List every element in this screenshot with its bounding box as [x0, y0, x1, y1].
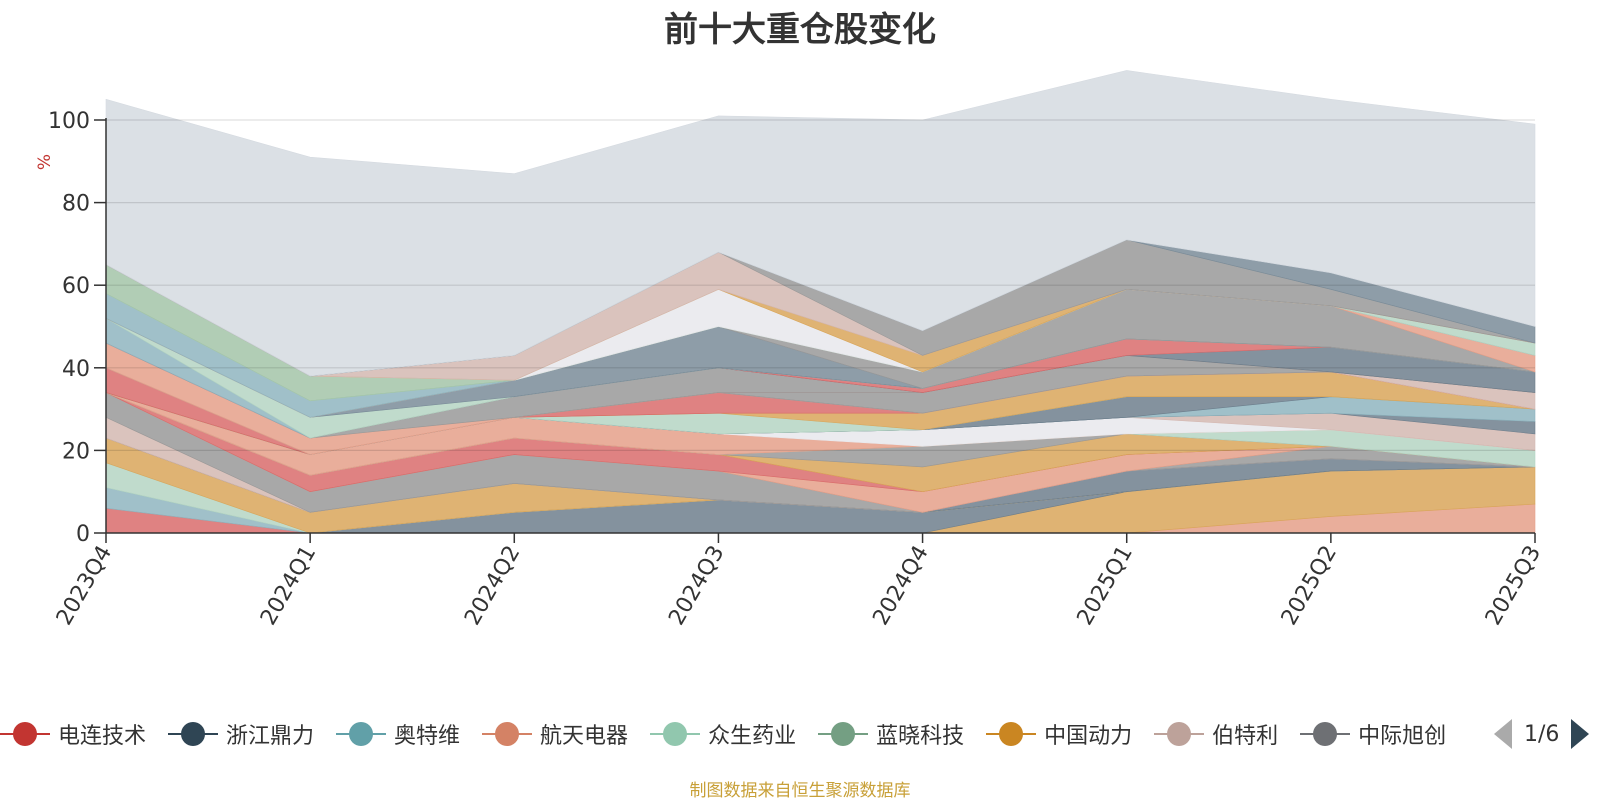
- y-tick-label-5: 100: [48, 109, 90, 134]
- y-axis-label: %: [35, 154, 55, 170]
- legend-item-label: 蓝晓科技: [876, 724, 965, 749]
- x-tick-label-1: 2024Q1: [256, 542, 321, 630]
- y-tick-label-3: 60: [62, 274, 90, 299]
- legend-next-page-icon[interactable]: [1571, 719, 1590, 749]
- legend-marker-icon: [0, 721, 50, 747]
- y-tick-label-4: 80: [62, 192, 90, 217]
- x-tick-label-2: 2024Q2: [460, 542, 525, 630]
- legend-marker-icon: [336, 721, 387, 747]
- legend-item-label: 航天电器: [540, 724, 629, 749]
- legend-marker-icon: [818, 721, 869, 747]
- x-tick-label-5: 2025Q1: [1073, 542, 1138, 630]
- x-tick-label-3: 2024Q3: [664, 542, 729, 630]
- x-tick-label-0: 2023Q4: [52, 542, 117, 630]
- area-series-group: [105, 70, 1536, 534]
- legend-item-label: 浙江鼎力: [226, 724, 315, 749]
- legend-page-indicator: 1/6: [1524, 721, 1560, 747]
- legend-item-label: 电连技术: [58, 724, 147, 749]
- legend-item-label: 中际旭创: [1358, 724, 1447, 749]
- y-tick-label-0: 0: [76, 522, 90, 547]
- legend-pager: 1/6: [1494, 714, 1590, 754]
- legend-item[interactable]: 伯特利: [1154, 712, 1278, 756]
- legend-marker-icon: [482, 721, 533, 747]
- legend-item-label: 中国动力: [1044, 724, 1133, 749]
- legend-marker-icon: [986, 721, 1037, 747]
- legend-item[interactable]: 蓝晓科技: [818, 712, 964, 756]
- data-source-note: 制图数据来自恒生聚源数据库: [689, 781, 911, 801]
- legend-item[interactable]: 奥特维: [336, 712, 460, 756]
- legend-item[interactable]: 中国动力: [986, 712, 1132, 756]
- legend-marker-icon: [650, 721, 701, 747]
- x-tick-label-7: 2025Q3: [1481, 542, 1546, 630]
- y-tick-label-2: 40: [62, 357, 90, 382]
- legend-item-label: 伯特利: [1212, 724, 1279, 749]
- legend-marker-icon: [1154, 721, 1205, 747]
- x-tick-label-6: 2025Q2: [1277, 542, 1342, 630]
- chart-title: 前十大重仓股变化: [664, 10, 936, 50]
- y-tick-label-1: 20: [62, 439, 90, 464]
- legend-prev-page-icon[interactable]: [1494, 719, 1512, 749]
- area-series-43: [105, 70, 1536, 377]
- area-chart: 0 20 40 60 80 100% 2023Q4 2024Q1 2024Q2 2024Q3 202…: [35, 70, 1546, 630]
- legend: 电连技术 浙江鼎力 奥特维 航天电器 众生药业 蓝晓科技 中国动力 伯特利 中际旭创: [0, 712, 1482, 756]
- legend-item-label: 奥特维: [394, 724, 461, 749]
- legend-item[interactable]: 众生药业: [650, 712, 796, 756]
- legend-item[interactable]: 浙江鼎力: [168, 712, 314, 756]
- legend-marker-icon: [1300, 721, 1351, 747]
- legend-item-label: 众生药业: [708, 724, 797, 749]
- legend-marker-icon: [168, 721, 219, 747]
- legend-item[interactable]: 中际旭创: [1300, 712, 1446, 756]
- x-tick-label-4: 2024Q4: [868, 542, 933, 630]
- legend-item[interactable]: 航天电器: [482, 712, 628, 756]
- legend-item[interactable]: 电连技术: [0, 712, 146, 756]
